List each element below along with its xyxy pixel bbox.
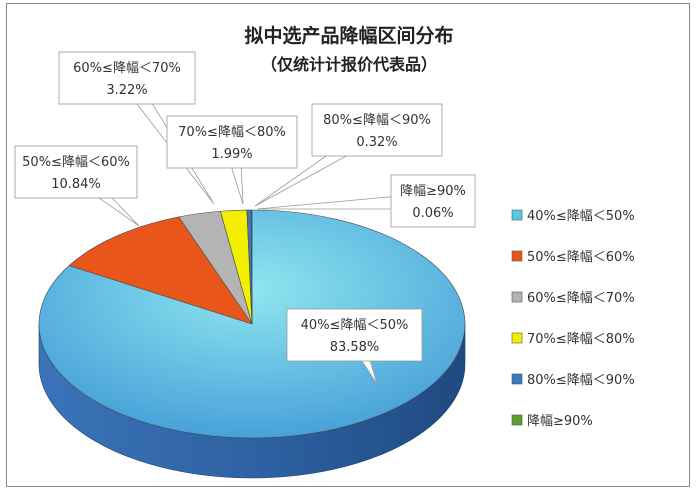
data-label-value: 1.99% [211,147,252,162]
data-label-category: 60%≤降幅＜70% [73,61,181,76]
legend-swatch-4 [511,332,523,344]
pie-slice-2 [68,216,253,325]
legend-swatch-2 [511,250,523,262]
callout-6: 降幅≥90% 0.06% [256,174,476,228]
legend-label-5: 80%≤降幅＜90% [527,373,635,388]
callout-box [311,103,443,157]
callout-box [14,145,138,199]
callout-1: 40%≤降幅＜50% 83.58% [286,308,423,385]
chart-frame: 拟中选产品降幅区间分布 （仅统计计报价代表品） 40%≤降幅＜50% 83.58%… [6,3,690,487]
chart-title: 拟中选产品降幅区间分布 [244,24,453,47]
legend-label-3: 60%≤降幅＜70% [527,291,635,306]
callout-4: 70%≤降幅＜80% 1.99% [166,115,298,205]
legend-swatch-6 [511,414,523,426]
legend-swatch-1 [511,209,523,221]
data-label-value: 83.58% [330,340,380,355]
data-label-value: 3.22% [106,83,147,98]
callout-box [58,51,196,105]
data-label-category: 80%≤降幅＜90% [323,113,431,128]
callout-2: 50%≤降幅＜60% 10.84% [14,145,140,227]
pie-slice-6 [250,209,253,325]
data-label-value: 10.84% [51,177,101,192]
legend-swatch-3 [511,291,523,303]
legend: 40%≤降幅＜50% 50%≤降幅＜60% 60%≤降幅＜70% 70%≤降幅＜80%… [511,209,635,429]
legend-swatch-5 [511,373,523,385]
callout-box [166,115,298,169]
pie-slices [38,209,466,439]
data-label-value: 0.32% [356,135,397,150]
legend-label-4: 70%≤降幅＜80% [527,332,635,347]
data-label-value: 0.06% [412,206,453,221]
legend-label-1: 40%≤降幅＜50% [527,209,635,224]
data-label-category: 70%≤降幅＜80% [178,125,286,140]
callout-box [390,174,476,228]
pie-chart: 拟中选产品降幅区间分布 （仅统计计报价代表品） 40%≤降幅＜50% 83.58%… [14,24,635,479]
callout-box [286,308,423,362]
data-label-category: 40%≤降幅＜50% [301,318,409,333]
data-label-category: 50%≤降幅＜60% [22,155,130,170]
data-label-category: 降幅≥90% [400,184,466,199]
callout-5: 80%≤降幅＜90% 0.32% [254,103,443,207]
data-label-callouts: 40%≤降幅＜50% 83.58% 50%≤降幅＜60% 10.84% 60%≤降幅＜7… [14,51,476,385]
legend-label-2: 50%≤降幅＜60% [527,250,635,265]
chart-subtitle: （仅统计计报价代表品） [261,55,437,74]
legend-label-6: 降幅≥90% [527,414,593,429]
